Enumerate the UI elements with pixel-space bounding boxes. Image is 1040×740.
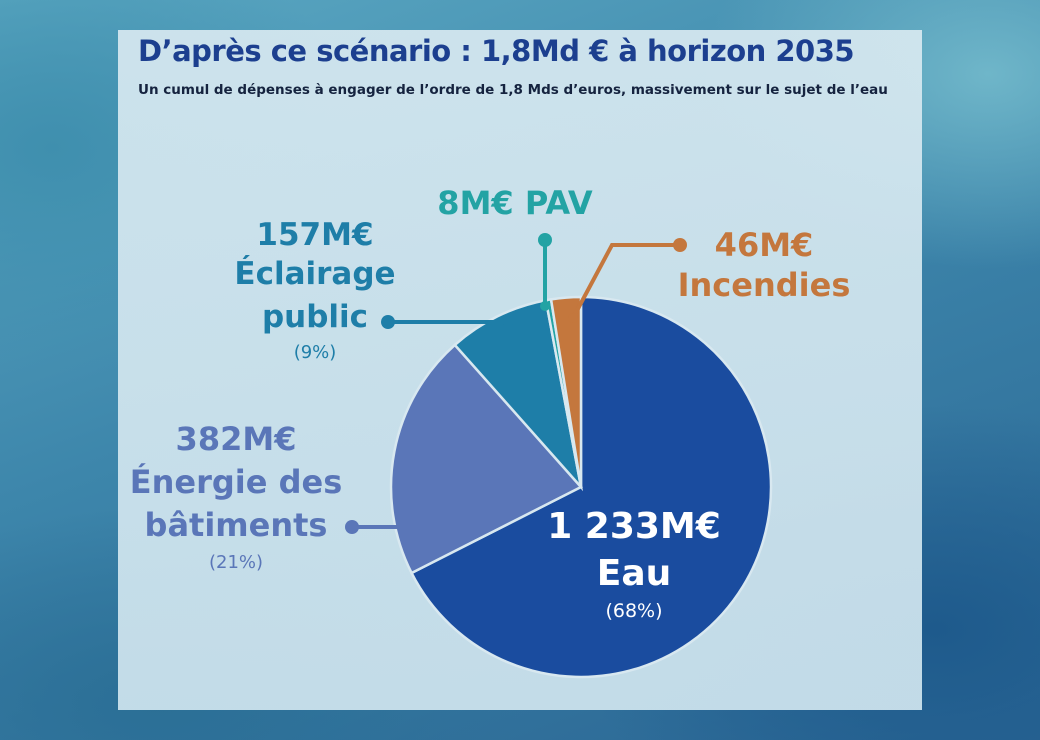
value-label-0: 1 233M€: [547, 506, 721, 547]
chart-subtitle: Un cumul de dépenses à engager de l’ordr…: [138, 82, 888, 98]
value-label-1: 382M€: [176, 420, 297, 458]
slice-name-label-1: bâtiments: [145, 506, 328, 544]
pie-slice-4: [549, 295, 583, 488]
percent-label-1: (21%): [209, 552, 263, 573]
leader-line-1: [345, 520, 420, 534]
percent-label-0: (68%): [605, 600, 662, 622]
value-label-3: 8M€ PAV: [437, 184, 593, 222]
slice-name-label-0: Eau: [597, 553, 672, 594]
pie-slice-1: [389, 343, 584, 575]
leader-line-2: [381, 315, 513, 329]
leader-line-3: [538, 233, 552, 311]
leader-line-4: [568, 238, 687, 323]
slice-name-label-1: Énergie des: [130, 463, 343, 501]
value-label-4: 46M€: [715, 226, 814, 264]
slice-name-label-2: public: [262, 299, 368, 335]
slice-name-label-2: Éclairage: [234, 256, 395, 292]
pie-slice-0: [409, 295, 773, 679]
chart-title: D’après ce scénario : 1,8Md € à horizon …: [138, 34, 855, 68]
value-label-2: 157M€: [256, 217, 373, 253]
percent-label-2: (9%): [294, 342, 337, 363]
slice-name-label-4: Incendies: [678, 266, 851, 304]
